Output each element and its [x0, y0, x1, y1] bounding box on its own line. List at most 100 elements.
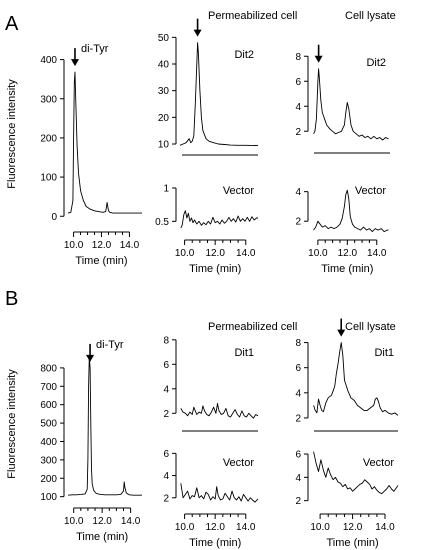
section-b-header-permeabilized: Permeabilized cell [208, 321, 297, 333]
chart-a-lysate-dit2: 2 4 6 8 Dit2 [295, 44, 390, 154]
x-tick-label: 14.0 [236, 248, 256, 259]
x-axis-title: Time (min) [321, 263, 373, 275]
y-tick-label: 800 [40, 363, 57, 374]
y-tick-label: 600 [40, 400, 57, 411]
chart-a-permeabilized-dit2: 10 20 30 40 50 Dit2 [158, 18, 259, 156]
y-tick-label: 2 [163, 409, 169, 420]
peak-label: di-Tyr [81, 43, 109, 55]
y-tick-label: 400 [40, 55, 57, 66]
y-tick-label: 500 [40, 419, 57, 430]
panel-label: Vector [363, 457, 395, 469]
chromatogram-trace [67, 71, 142, 214]
y-tick-label: 6 [295, 77, 301, 88]
y-tick-label: 2 [295, 496, 301, 507]
y-tick-label: 0.5 [155, 217, 169, 228]
peak-label: di-Tyr [96, 339, 124, 351]
x-tick-label: 14.0 [121, 516, 141, 527]
panel-label: Vector [223, 185, 255, 197]
y-tick-label: 300 [40, 94, 57, 105]
y-tick-label: 100 [40, 173, 57, 184]
y-tick-label: 30 [158, 86, 170, 97]
y-tick-label: 700 [40, 382, 57, 393]
y-axis-title: Fluorescence intensity [6, 369, 18, 479]
y-axis-title: Fluorescence intensity [6, 79, 18, 189]
chromatogram-trace [180, 210, 258, 229]
y-tick-label: 400 [40, 437, 57, 448]
chromatogram-trace [313, 451, 399, 495]
y-tick-label: 2 [163, 493, 169, 504]
y-tick-label: 50 [158, 33, 170, 44]
x-tick-label: 14.0 [120, 240, 140, 251]
y-tick-label: 6 [295, 450, 301, 461]
x-tick-label: 12.0 [205, 522, 225, 533]
y-tick-label: 200 [40, 474, 57, 485]
x-tick-label: 10.0 [310, 522, 330, 533]
panel-label: Dit2 [366, 57, 386, 69]
x-axis-title: Time (min) [189, 263, 241, 275]
panel-label: Dit1 [234, 347, 254, 359]
peak-arrow-head [70, 59, 79, 67]
y-tick-label: 300 [40, 455, 57, 466]
x-tick-label: 14.0 [375, 522, 395, 533]
section-letter-b: B [5, 288, 18, 310]
x-tick-label: 12.0 [205, 248, 225, 259]
chromatogram-trace [180, 403, 259, 419]
chart-a-standard: 0 100 200 300 400 10.0 12.0 14.0 Time (min) Fluor… [6, 43, 142, 267]
chromatogram-trace [180, 483, 259, 503]
chart-b-lysate-dit1: 2 4 6 8 Dit1 [295, 318, 399, 432]
y-tick-label: 4 [295, 473, 301, 484]
y-tick-label: 6 [163, 449, 169, 460]
y-tick-label: 8 [295, 52, 301, 63]
section-letter-a: A [5, 13, 19, 35]
chart-b-permeabilized-dit1: 2 4 6 8 Dit1 [163, 335, 259, 432]
chromatogram-trace [179, 42, 259, 147]
chart-a-lysate-vector: 2 4 10.0 12.0 14.0 Time (min) Vector [295, 185, 389, 275]
y-tick-label: 4 [163, 471, 169, 482]
y-tick-label: 4 [163, 384, 169, 395]
y-tick-label: 8 [163, 335, 169, 346]
y-tick-label: 4 [295, 187, 301, 198]
chromatogram-trace [313, 189, 389, 233]
peak-arrow-head [337, 329, 346, 337]
y-tick-label: 10 [158, 140, 170, 151]
x-tick-label: 10.0 [64, 516, 84, 527]
x-tick-label: 12.0 [338, 248, 358, 259]
chromatogram-trace [313, 342, 399, 416]
peak-arrow-head [314, 55, 323, 63]
y-tick-label: 2 [295, 413, 301, 424]
y-tick-label: 2 [295, 217, 301, 228]
chromatogram-trace [67, 356, 142, 496]
x-tick-label: 10.0 [64, 240, 84, 251]
x-axis-title: Time (min) [326, 537, 378, 549]
x-axis-title: Time (min) [189, 537, 241, 549]
x-tick-label: 14.0 [236, 522, 256, 533]
y-tick-label: 4 [295, 102, 301, 113]
x-tick-label: 12.0 [92, 516, 112, 527]
chart-b-permeabilized-vector: 2 4 6 10.0 12.0 14.0 Time (min) Vector [163, 449, 259, 549]
panel-label: Vector [355, 185, 387, 197]
x-tick-label: 12.0 [343, 522, 363, 533]
x-tick-label: 14.0 [367, 248, 387, 259]
x-axis-title: Time (min) [76, 531, 128, 543]
chart-a-permeabilized-vector: 0.5 1 10.0 12.0 14.0 Time (min) Vector [155, 184, 258, 275]
y-tick-label: 1 [163, 184, 169, 195]
x-tick-label: 10.0 [308, 248, 328, 259]
chromatogram-trace [313, 68, 389, 141]
x-tick-label: 12.0 [92, 240, 112, 251]
y-tick-label: 8 [295, 338, 301, 349]
y-tick-label: 200 [40, 133, 57, 144]
section-a-header-permeabilized: Permeabilized cell [208, 10, 297, 22]
section-a-header-lysate: Cell lysate [345, 10, 396, 22]
x-tick-label: 10.0 [175, 522, 195, 533]
y-tick-label: 2 [295, 127, 301, 138]
y-tick-label: 6 [163, 360, 169, 371]
x-axis-title: Time (min) [75, 255, 127, 267]
y-tick-label: 0 [51, 212, 57, 223]
panel-label: Dit2 [234, 49, 254, 61]
chart-b-lysate-vector: 2 4 6 10.0 12.0 14.0 Time (min) Vector [295, 450, 399, 549]
chart-b-standard: 100 200 300 400 500 600 700 800 10.0 12.0 14.0 Time… [6, 339, 142, 543]
y-tick-label: 4 [295, 388, 301, 399]
peak-arrow-head [86, 354, 95, 362]
x-tick-label: 10.0 [175, 248, 195, 259]
